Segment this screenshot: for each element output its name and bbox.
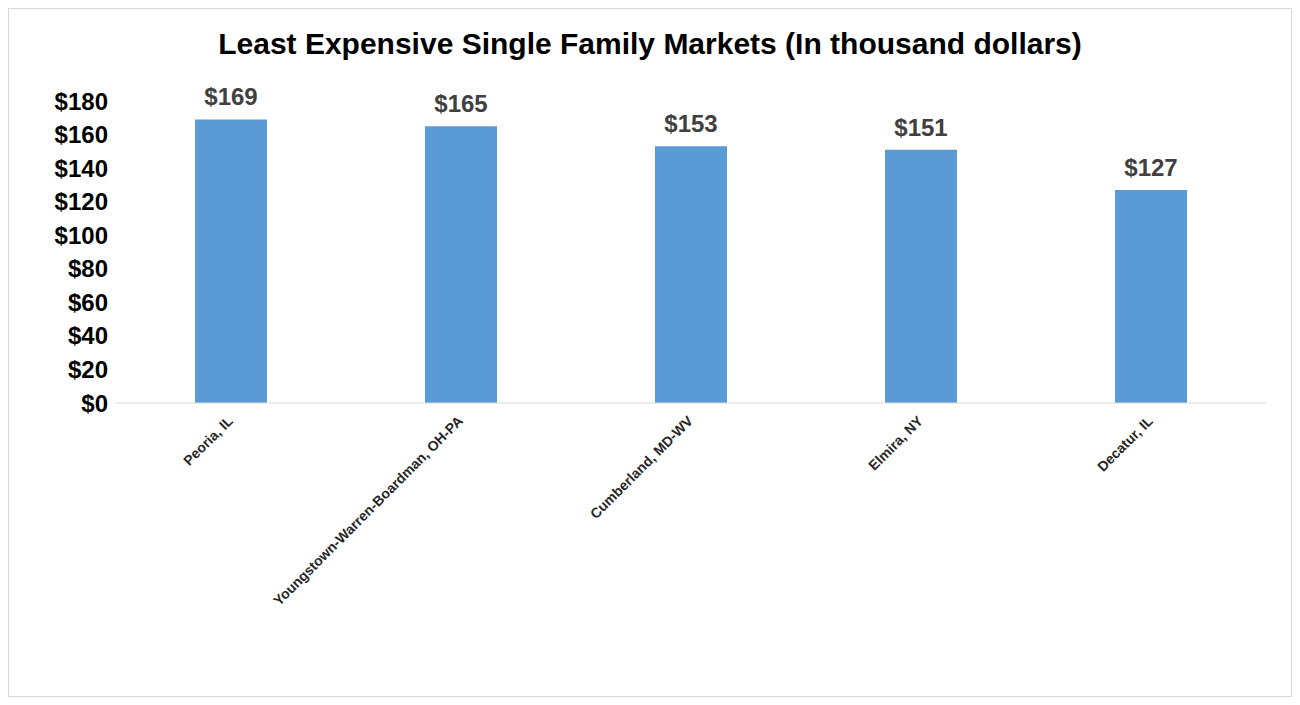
svg-text:Peoria, IL: Peoria, IL [180, 412, 236, 468]
svg-text:$60: $60 [68, 289, 108, 316]
svg-text:$153: $153 [664, 110, 717, 137]
svg-text:Decatur, IL: Decatur, IL [1094, 412, 1156, 474]
svg-text:$80: $80 [68, 255, 108, 282]
svg-text:$180: $180 [55, 88, 108, 115]
svg-text:$40: $40 [68, 322, 108, 349]
svg-text:$165: $165 [434, 90, 487, 117]
svg-text:$120: $120 [55, 188, 108, 215]
html-text:Least Expensive Single Family: Least Expensive Single Family Markets (I… [218, 27, 1082, 60]
svg-text:Elmira, NY: Elmira, NY [865, 412, 926, 473]
svg-text:$169: $169 [204, 83, 257, 110]
svg-text:Youngstown-Warren-Boardman, OH: Youngstown-Warren-Boardman, OH-PA [270, 413, 466, 609]
svg-text:$100: $100 [55, 222, 108, 249]
svg-text:$140: $140 [55, 155, 108, 182]
svg-text:$151: $151 [894, 114, 947, 141]
svg-text:$0: $0 [81, 390, 108, 417]
svg-text:$127: $127 [1124, 154, 1177, 181]
svg-text:Cumberland, MD-WV: Cumberland, MD-WV [587, 412, 697, 522]
svg-text:$20: $20 [68, 356, 108, 383]
svg-text:$160: $160 [55, 121, 108, 148]
